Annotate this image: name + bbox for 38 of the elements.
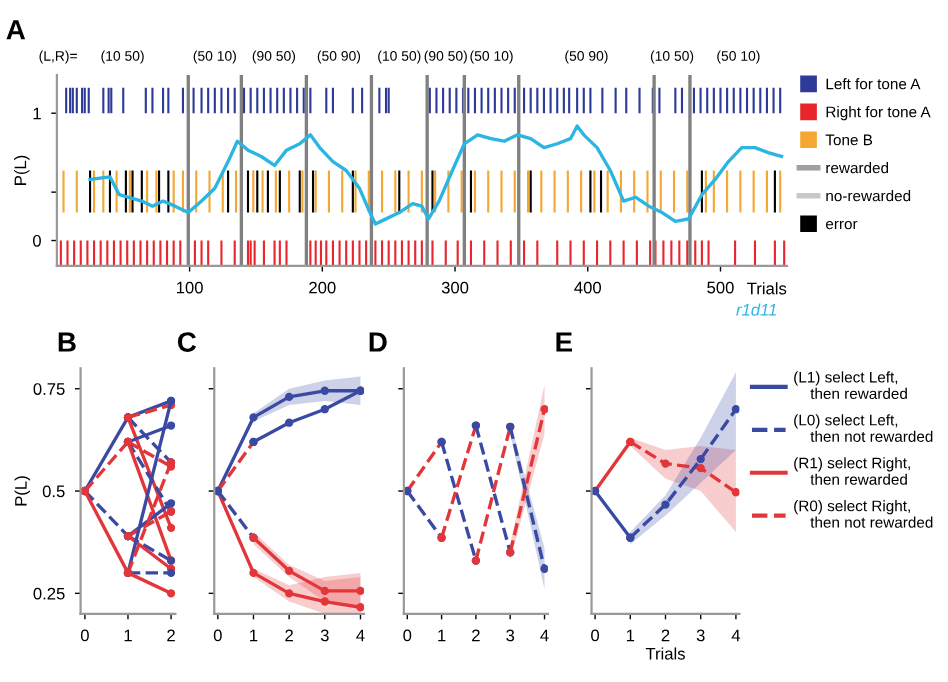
- chart-title: B: [58, 332, 76, 352]
- x-tick-label: 3: [696, 629, 705, 642]
- y-tick-label: 0.25: [33, 587, 65, 600]
- x-tick-label: 1: [124, 629, 132, 642]
- y-tick-label: 1: [33, 107, 41, 120]
- chart-title: E: [556, 332, 573, 352]
- x-tick-label: 2: [472, 629, 480, 642]
- x-tick-label: 1: [250, 629, 258, 642]
- chart-title: D: [369, 332, 387, 352]
- y-tick-label: 0: [32, 234, 41, 247]
- x-tick-label: 1: [438, 629, 446, 642]
- x-tick-label: 0: [403, 629, 412, 642]
- chart-title: C: [177, 332, 197, 352]
- y-axis-title: P(L): [14, 155, 30, 185]
- text: r1d11: [736, 303, 776, 316]
- x-tick-label: 4: [731, 629, 741, 642]
- y-axis-title: P(L): [14, 476, 31, 506]
- x-tick-label: 3: [506, 629, 515, 642]
- x-tick-label: 4: [540, 629, 549, 642]
- x-tick-label: 100: [176, 281, 203, 294]
- x-tick-label: 0: [591, 629, 600, 642]
- x-tick-label: 200: [309, 281, 336, 294]
- y-tick-label: 0.75: [33, 383, 65, 395]
- x-tick-label: 400: [574, 281, 602, 294]
- x-tick-label: 2: [661, 629, 670, 642]
- x-tick-label: 0: [213, 629, 222, 642]
- x-tick-label: 1: [626, 629, 635, 642]
- x-tick-label: 4: [356, 629, 365, 642]
- x-tick-label: 0: [80, 629, 89, 642]
- chart-title: A: [6, 20, 26, 40]
- x-tick-label: 3: [320, 629, 329, 642]
- x-tick-label: 300: [441, 281, 469, 294]
- x-tick-label: 500: [707, 281, 734, 294]
- x-axis-title: Trials: [747, 282, 787, 295]
- y-tick-label: 0.5: [42, 485, 65, 498]
- x-tick-label: 2: [167, 629, 175, 642]
- x-tick-label: 2: [285, 629, 293, 642]
- x-axis-title: Trials: [645, 647, 685, 660]
